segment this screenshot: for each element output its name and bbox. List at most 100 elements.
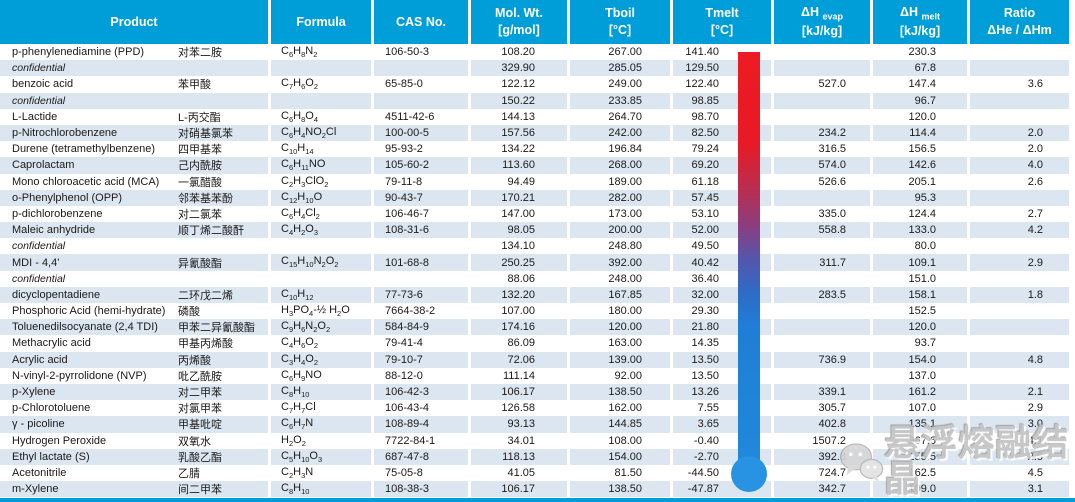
product-name-en: benzoic acid — [12, 78, 74, 91]
cell-ratio: 1.8 — [970, 286, 1069, 303]
cell-dh-melt: 133.0 — [873, 222, 967, 239]
cell-product: Phosphoric Acid (hemi-hydrate) 磷酸 — [0, 303, 268, 320]
cell-product: p-Nitrochlorobenzene 对硝基氯苯 — [0, 124, 268, 142]
cell-dh-evap: 283.5 — [774, 286, 870, 303]
product-name-en: p-Chlorotoluene — [12, 402, 91, 415]
cell-molwt: 134.10 — [471, 238, 567, 255]
cell-formula: C6H8N2 — [271, 44, 371, 61]
cell-dh-melt: 109.0 — [873, 481, 967, 498]
col-header-formula: Formula — [271, 0, 371, 44]
cell-product: m-Xylene 间二甲苯 — [0, 481, 268, 498]
cell-dh-melt: 151.0 — [873, 270, 967, 287]
cell-formula: C6H4NO2Cl — [271, 124, 371, 142]
cell-product: Ethyl lactate (S) 乳酸乙酯 — [0, 448, 268, 465]
cell-formula: C8H10 — [271, 383, 371, 401]
table-row: Ethyl lactate (S) 乳酸乙酯 C5H10O3 687-47-8 … — [0, 448, 1069, 465]
cell-molwt: 34.01 — [471, 432, 567, 449]
cell-dh-evap: 335.0 — [774, 205, 870, 223]
cell-formula — [271, 60, 371, 77]
thermometer-gradient-bar — [738, 52, 760, 468]
product-name-en: Acetonitrile — [12, 466, 67, 479]
cell-molwt: 86.09 — [471, 335, 567, 352]
cell-molwt: 106.17 — [471, 481, 567, 498]
product-name-en: o-Phenylphenol (OPP) — [12, 191, 123, 204]
product-name-zh: 一氯醋酸 — [178, 176, 222, 189]
product-name-zh: 异氰酸酯 — [178, 257, 222, 270]
cell-ratio — [970, 60, 1069, 77]
cell-molwt: 41.05 — [471, 464, 567, 482]
cell-formula — [271, 270, 371, 287]
cell-dh-melt: 120.0 — [873, 319, 967, 336]
cell-product: confidential — [0, 270, 268, 287]
table-row: Durene (tetramethylbenzene) 四甲基苯 C10H14 … — [0, 141, 1069, 158]
cell-formula: C6H11NO — [271, 157, 371, 174]
cell-tboil: 196.84 — [570, 141, 670, 158]
cell-formula: C4H2O3 — [271, 222, 371, 239]
table-row: Maleic anhydride 顺丁烯二酸酐 C4H2O3 108-31-6 … — [0, 222, 1069, 239]
product-name-en: p-Xylene — [12, 386, 56, 399]
cell-cas: 7664-38-2 — [374, 303, 468, 320]
product-name-zh: 己内酰胺 — [178, 160, 222, 173]
cell-tboil: 392.00 — [570, 254, 670, 271]
cell-product: L-Lactide L-丙交酯 — [0, 108, 268, 125]
product-name-zh: 丙烯酸 — [178, 354, 211, 367]
cell-dh-melt: 152.5 — [873, 303, 967, 320]
cell-molwt: 132.20 — [471, 286, 567, 303]
bottom-border-bar — [0, 497, 1075, 502]
col-header-dh-evap: ΔH evap [kJ/kg] — [774, 0, 870, 44]
product-name-en: dicyclopentadiene — [12, 288, 101, 301]
product-name-zh: 乳酸乙酯 — [178, 451, 222, 464]
product-name-zh: 对二甲苯 — [178, 387, 222, 400]
cell-formula: C4H6O2 — [271, 335, 371, 352]
table-row: MDI - 4,4' 异氰酸酯 C15H10N2O2 101-68-8 250.… — [0, 254, 1069, 271]
cell-ratio — [970, 92, 1069, 109]
cell-dh-melt: 109.1 — [873, 254, 967, 271]
cell-ratio: 2.0 — [970, 124, 1069, 142]
table-row: p-phenylenediamine (PPD) 对苯二胺 C6H8N2 106… — [0, 44, 1069, 61]
product-name-en: confidential — [12, 94, 66, 107]
cell-dh-melt: 205.1 — [873, 173, 967, 190]
cell-dh-melt: 120.0 — [873, 108, 967, 125]
cell-ratio: 2.9 — [970, 400, 1069, 417]
cell-tboil: 249.00 — [570, 76, 670, 93]
cell-ratio — [970, 108, 1069, 125]
col-header-tboil: Tboil [°C] — [570, 0, 670, 44]
cell-cas: 106-46-7 — [374, 205, 468, 223]
cell-ratio: 3.0 — [970, 416, 1069, 433]
cell-cas: 108-38-3 — [374, 481, 468, 498]
product-name-zh: 甲苯二异氰酸酯 — [178, 322, 255, 335]
cell-product: Maleic anhydride 顺丁烯二酸酐 — [0, 222, 268, 239]
cell-product: dicyclopentadiene 二环戊二烯 — [0, 286, 268, 303]
cell-product: Caprolactam 己内酰胺 — [0, 157, 268, 174]
cell-dh-evap: 527.0 — [774, 76, 870, 93]
cell-product: p-Xylene 对二甲苯 — [0, 383, 268, 401]
cell-dh-melt: 230.3 — [873, 44, 967, 61]
cell-ratio: 4.5 — [970, 464, 1069, 482]
product-name-zh: 对硝基氯苯 — [178, 128, 233, 141]
cell-formula: C9H6N2O2 — [271, 319, 371, 336]
cell-cas: 95-93-2 — [374, 141, 468, 158]
cell-molwt: 88.06 — [471, 270, 567, 287]
product-name-en: confidential — [12, 62, 66, 75]
product-name-en: Hydrogen Peroxide — [12, 434, 107, 447]
cell-dh-melt: 124.4 — [873, 205, 967, 223]
table-row: confidential 88.06 248.00 36.40 151.0 — [0, 270, 1069, 287]
cell-cas: 77-73-6 — [374, 286, 468, 303]
cell-formula: H2O2 — [271, 432, 371, 449]
cell-tboil: 163.00 — [570, 335, 670, 352]
cell-dh-evap: 342.7 — [774, 481, 870, 498]
product-name-en: Toluenedilsocyanate (2,4 TDI) — [12, 321, 158, 334]
product-name-en: MDI - 4,4' — [12, 256, 60, 269]
cell-dh-melt: 114.4 — [873, 124, 967, 142]
cell-tboil: 248.80 — [570, 238, 670, 255]
table-row: dicyclopentadiene 二环戊二烯 C10H12 77-73-6 1… — [0, 286, 1069, 303]
table-row: confidential 150.22 233.85 98.85 96.7 — [0, 92, 1069, 109]
cell-tboil: 162.00 — [570, 400, 670, 417]
cell-molwt: 126.58 — [471, 400, 567, 417]
cell-formula: C6H4Cl2 — [271, 205, 371, 223]
cell-ratio: 2.5 — [970, 448, 1069, 465]
cell-dh-evap — [774, 189, 870, 206]
cell-tboil: 138.50 — [570, 481, 670, 498]
cell-product: Toluenedilsocyanate (2,4 TDI) 甲苯二异氰酸酯 — [0, 319, 268, 336]
